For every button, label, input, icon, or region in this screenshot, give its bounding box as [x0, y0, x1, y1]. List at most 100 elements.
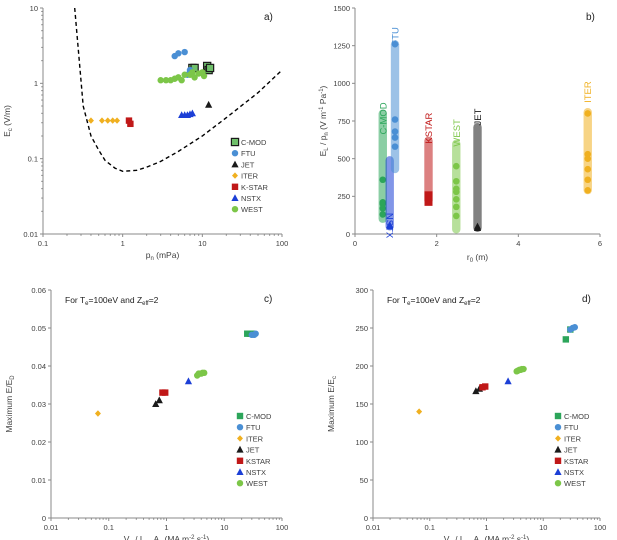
y-tick-label: 1	[34, 79, 38, 88]
range-bar	[378, 109, 387, 223]
data-point	[152, 400, 160, 407]
y-tick-label: 0	[42, 514, 46, 523]
legend-label: ITER	[564, 434, 582, 443]
y-axis-label: Maximum E/ED​	[4, 375, 16, 433]
legend-marker	[236, 445, 244, 453]
data-point	[104, 117, 111, 124]
data-point	[109, 117, 116, 124]
bar-label: JET	[473, 108, 484, 125]
condition-annotation-part: e	[85, 301, 89, 307]
data-point	[175, 50, 182, 57]
legend-label: C-MOD	[241, 138, 267, 147]
data-point	[181, 71, 188, 78]
legend-label: FTU	[241, 149, 256, 158]
y-axis-label-part: )	[318, 85, 328, 88]
series-iter	[416, 408, 423, 415]
data-point	[452, 203, 460, 211]
x-tick-label: 1	[164, 523, 168, 532]
legend-marker	[554, 480, 562, 487]
data-point	[178, 77, 185, 84]
data-point	[162, 77, 170, 84]
legend-label: NSTX	[241, 194, 261, 203]
data-point	[452, 196, 460, 203]
legend-marker	[236, 457, 244, 464]
x-axis-label-part: / L	[133, 534, 145, 540]
y-tick-label: 0.1	[28, 154, 38, 163]
data-point	[482, 383, 489, 390]
legend-label: WEST	[246, 479, 268, 488]
y-tick-label: 0	[346, 230, 350, 239]
panel-label: b)	[586, 12, 595, 23]
legend-marker	[231, 160, 239, 168]
data-point	[189, 69, 196, 76]
y-tick-label: 0.03	[31, 400, 46, 409]
x-axis-label: r0​ (m)	[467, 252, 488, 264]
legend-marker	[231, 206, 239, 213]
x-tick-label: 100	[594, 523, 607, 532]
x-axis-label-part: -2	[189, 535, 195, 540]
y-tick-label: 0.01	[31, 476, 46, 485]
data-point	[584, 165, 592, 173]
condition-annotation: For Te​=100eV and Zeff​=2	[65, 295, 159, 307]
range-bar	[390, 40, 400, 174]
data-point	[452, 185, 460, 193]
data-point	[379, 176, 387, 184]
y-axis-label: EL​ / pn​ (V m-1​ Pa-1​)	[318, 85, 330, 156]
series-iter	[94, 410, 101, 417]
chart-panel-a: 0.1 1 10 1000.010.1110C-MODFTUJETITERK-STAR…	[2, 4, 288, 262]
condition-annotation-part: =2	[149, 295, 159, 305]
data-point	[391, 143, 399, 150]
data-point	[584, 187, 592, 194]
condition-annotation-part: eff	[142, 301, 149, 307]
y-tick-label: 10	[30, 4, 38, 13]
legend-marker	[554, 424, 562, 431]
bar-label: NSTX	[384, 213, 395, 239]
y-axis-label-part: D	[10, 375, 16, 380]
x-axis-label-part: V	[444, 534, 450, 540]
condition-annotation-part: For T	[387, 295, 407, 305]
data-point	[584, 150, 592, 158]
range-bar	[473, 123, 482, 232]
legend-label: NSTX	[246, 468, 266, 477]
legend-marker	[232, 172, 238, 179]
y-axis-label-part: E	[318, 150, 328, 156]
y-tick-label: 50	[360, 476, 368, 485]
y-tick-label: 1500	[333, 4, 350, 13]
data-point	[205, 63, 215, 73]
x-axis-label-part: p	[146, 250, 151, 260]
y-axis-label-part: (V/m)	[2, 105, 12, 128]
data-point	[125, 117, 133, 124]
x-axis-label-part: )	[206, 534, 209, 540]
x-tick-label: 100	[276, 239, 289, 248]
legend-label: NSTX	[564, 468, 584, 477]
data-point	[200, 72, 208, 80]
legend: C-MOD FTU JET ITER K-STAR NSTX WEST	[230, 137, 269, 214]
data-point	[127, 120, 134, 128]
x-tick-label: 0.1	[38, 239, 48, 248]
legend: C-MOD FTU ITER JET KSTAR NSTX WEST	[554, 412, 590, 488]
data-point	[201, 369, 208, 377]
legend-marker	[231, 183, 239, 190]
legend-marker	[230, 137, 240, 147]
legend: C-MOD FTU ITER JET KSTAR NSTX WEST	[236, 412, 272, 488]
data-point	[94, 410, 101, 417]
bar-label: ITER	[583, 81, 594, 103]
x-axis-label-part: / L	[453, 534, 465, 540]
legend-label: KSTAR	[564, 457, 589, 466]
x-axis-label-part: (m)	[473, 252, 488, 262]
y-tick-label: 0	[364, 514, 368, 523]
x-axis-label-part: A	[472, 534, 480, 540]
legend-label: ITER	[246, 434, 264, 443]
y-axis-label-part: Maximum E/E	[4, 379, 14, 432]
panel-label: c)	[264, 294, 272, 305]
condition-annotation: For Te​=100eV and Zeff​=2	[387, 295, 481, 307]
x-tick-label: 10	[539, 523, 547, 532]
y-tick-label: 750	[337, 117, 350, 126]
series-kstar	[479, 383, 489, 391]
data-point	[391, 116, 399, 123]
legend-label: FTU	[246, 423, 261, 432]
legend-marker	[231, 150, 239, 157]
series-west	[513, 365, 527, 375]
x-axis-label-part: n	[150, 256, 153, 262]
